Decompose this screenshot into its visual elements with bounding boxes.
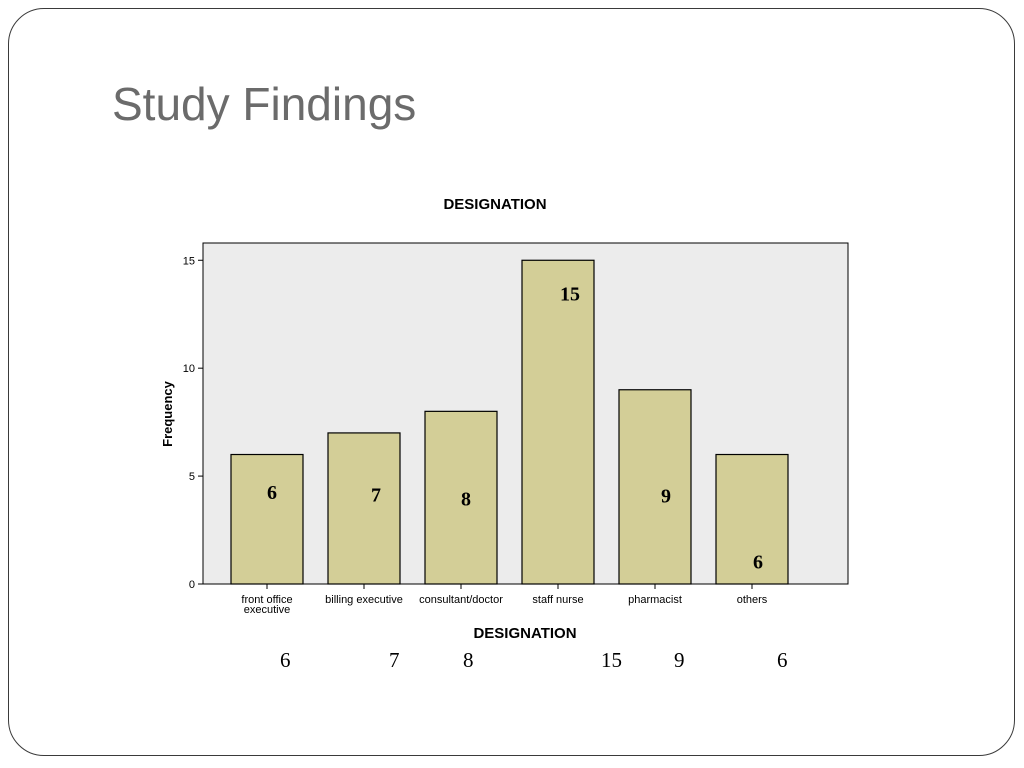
x-tick-label: front office xyxy=(241,594,292,606)
x-tick-label: executive xyxy=(244,604,290,616)
y-axis-title: Frequency xyxy=(160,380,175,447)
bar xyxy=(424,410,498,585)
below-value: 6 xyxy=(280,648,291,672)
below-value: 8 xyxy=(463,648,474,672)
bar-data-label: 6 xyxy=(753,552,763,574)
bar xyxy=(618,389,692,585)
y-tick-label: 0 xyxy=(189,579,195,591)
bar-data-label: 7 xyxy=(371,484,381,506)
bar-data-label: 8 xyxy=(461,489,471,511)
bar-data-label: 15 xyxy=(560,284,580,306)
bar xyxy=(521,259,595,585)
y-tick-label: 5 xyxy=(189,471,195,483)
y-tick-label: 10 xyxy=(183,363,195,375)
bar xyxy=(715,453,789,585)
bar xyxy=(230,453,304,585)
bar-data-label: 6 xyxy=(267,482,277,504)
below-value: 7 xyxy=(389,648,400,672)
slide-title: Study Findings xyxy=(112,78,417,130)
chart-title: DESIGNATION xyxy=(443,196,546,213)
bar-data-label: 9 xyxy=(661,486,671,508)
x-tick-label: pharmacist xyxy=(628,594,682,606)
x-tick-label: consultant/doctor xyxy=(419,594,503,606)
x-tick-label: staff nurse xyxy=(532,594,583,606)
bar xyxy=(327,432,401,585)
below-value: 6 xyxy=(777,648,788,672)
x-tick-label: others xyxy=(737,594,768,606)
below-value: 15 xyxy=(601,648,622,672)
below-value: 9 xyxy=(674,648,685,672)
y-tick-label: 15 xyxy=(183,255,195,267)
x-axis-title: DESIGNATION xyxy=(473,625,576,642)
x-tick-label: billing executive xyxy=(325,594,403,606)
